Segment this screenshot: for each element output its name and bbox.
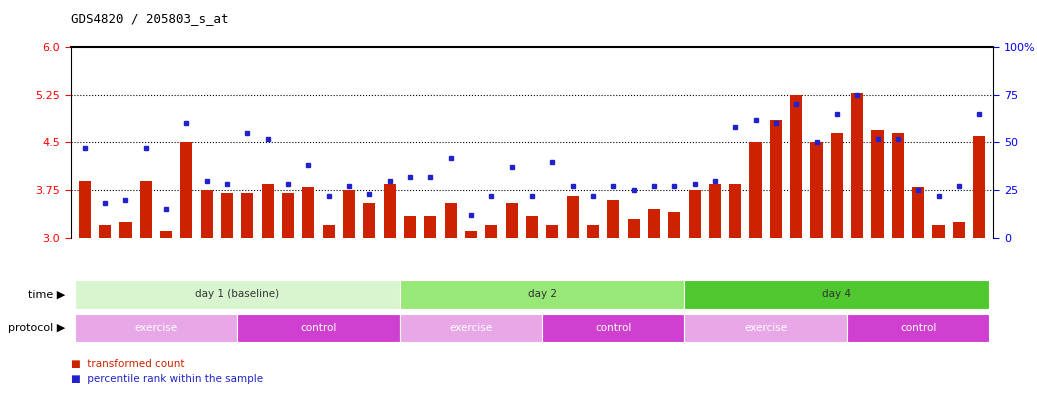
Bar [648,209,661,238]
Bar [668,212,680,238]
Bar [871,130,884,238]
Bar [729,184,741,238]
Text: control: control [301,323,337,333]
Bar [973,136,985,238]
Bar [769,120,782,238]
Text: exercise: exercise [449,323,493,333]
Bar [403,215,416,238]
Text: control: control [900,323,936,333]
Bar [363,203,375,238]
Text: GDS4820 / 205803_s_at: GDS4820 / 205803_s_at [71,12,228,25]
Bar [160,231,172,238]
Bar [200,190,213,238]
Bar [242,193,253,238]
Bar [587,225,599,238]
Bar [465,231,477,238]
Text: exercise: exercise [135,323,177,333]
Bar [953,222,965,238]
Bar [851,93,864,238]
Bar [485,225,498,238]
Bar [811,142,822,238]
Bar [323,225,335,238]
Bar [913,187,924,238]
Text: day 1 (baseline): day 1 (baseline) [195,289,279,299]
Bar [445,203,456,238]
Bar [932,225,945,238]
Text: ■  percentile rank within the sample: ■ percentile rank within the sample [71,374,262,384]
Bar [892,133,904,238]
Bar [627,219,640,238]
Bar [282,193,295,238]
Bar [261,184,274,238]
Bar [831,133,843,238]
Bar [384,184,396,238]
Bar [302,187,314,238]
Text: time ▶: time ▶ [28,289,65,299]
Bar [546,225,558,238]
Bar [424,215,437,238]
Text: exercise: exercise [745,323,787,333]
Text: day 2: day 2 [528,289,557,299]
Bar [689,190,701,238]
Bar [221,193,233,238]
Bar [790,95,803,238]
Bar [79,180,91,238]
Text: protocol ▶: protocol ▶ [8,323,65,333]
Bar [709,184,721,238]
Bar [99,225,111,238]
Text: day 4: day 4 [822,289,851,299]
Bar [119,222,132,238]
Bar [750,142,762,238]
Text: ■  transformed count: ■ transformed count [71,358,184,369]
Bar [180,142,193,238]
Bar [526,215,538,238]
Bar [608,200,619,238]
Text: control: control [595,323,632,333]
Bar [566,196,579,238]
Bar [506,203,517,238]
Bar [140,180,151,238]
Bar [343,190,355,238]
